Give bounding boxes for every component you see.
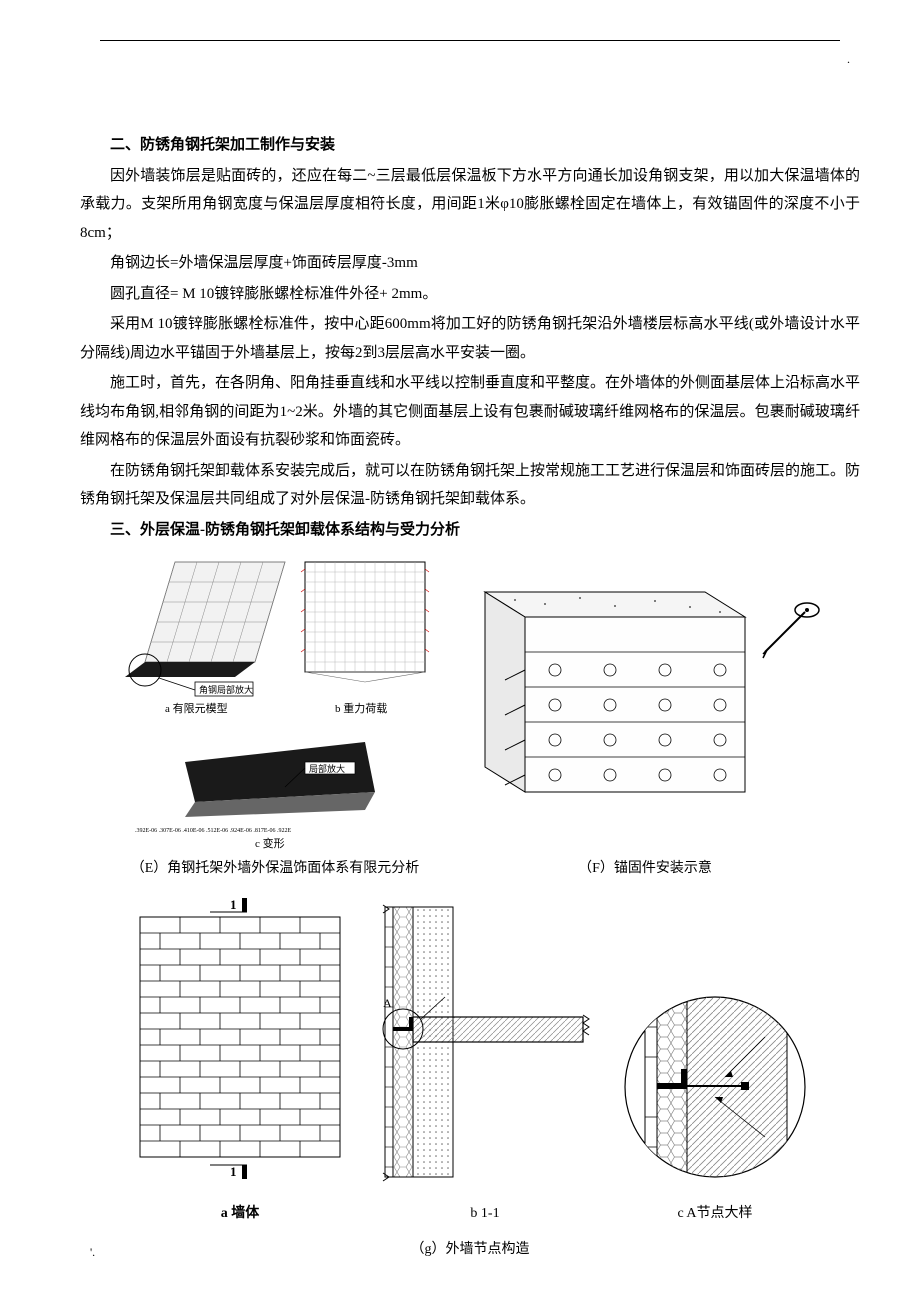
svg-text:1: 1 bbox=[230, 897, 237, 912]
figure-G-b: A b 1-1 bbox=[375, 897, 595, 1228]
anchor-install-svg bbox=[465, 552, 825, 852]
deform-ticks: .392E-06 .307E-06 .410E-06 .512E-06 .924… bbox=[135, 828, 291, 834]
para-1: 因外墙装饰层是贴面砖的，还应在每二~三层最低层保温板下方水平方向通长加设角钢支架… bbox=[80, 162, 860, 248]
figure-G-c: c A节点大样 bbox=[615, 977, 815, 1228]
wall-detail-svg bbox=[615, 977, 815, 1197]
figure-E: 角钢局部放大 a 有限元模型 bbox=[115, 552, 435, 883]
heading-section-2: 二、防锈角钢托架加工制作与安装 bbox=[80, 131, 860, 160]
caption-G-a: a 墙体 bbox=[125, 1201, 355, 1228]
para-5: 施工时，首先，在各阴角、阳角挂垂直线和水平线以控制垂直度和平整度。在外墙体的外侧… bbox=[80, 369, 860, 455]
figure-row-g: 1 bbox=[80, 897, 860, 1228]
caption-G-c: c A节点大样 bbox=[615, 1201, 815, 1228]
fe-b-label: b 重力荷载 bbox=[335, 701, 387, 715]
corner-dot-left: '. bbox=[90, 1241, 95, 1264]
corner-dot-right: . bbox=[847, 48, 850, 71]
figure-G-a: 1 bbox=[125, 897, 355, 1228]
fe-a-label: a 有限元模型 bbox=[165, 701, 228, 715]
figure-F: （F）锚固件安装示意 bbox=[465, 552, 825, 883]
page-top-rule bbox=[100, 40, 840, 41]
caption-E: （E）角钢托架外墙外保温饰面体系有限元分析 bbox=[115, 856, 435, 883]
detail-A-label: A bbox=[383, 996, 392, 1010]
caption-G: （g）外墙节点构造 bbox=[80, 1237, 860, 1264]
heading-section-3: 三、外层保温-防锈角钢托架卸载体系结构与受力分析 bbox=[80, 516, 860, 545]
fe-c-label: c 变形 bbox=[255, 836, 285, 850]
fe-local-label: 局部放大 bbox=[309, 763, 345, 774]
figures-container: 角钢局部放大 a 有限元模型 bbox=[80, 552, 860, 1264]
wall-elevation-svg: 1 bbox=[125, 897, 355, 1197]
caption-F: （F）锚固件安装示意 bbox=[465, 856, 825, 883]
para-2: 角钢边长=外墙保温层厚度+饰面砖层厚度-3mm bbox=[80, 249, 860, 278]
para-3: 圆孔直径= M 10镀锌膨胀螺栓标准件外径+ 2mm。 bbox=[80, 280, 860, 309]
fe-corner-label: 角钢局部放大 bbox=[199, 684, 253, 695]
figure-row-ef: 角钢局部放大 a 有限元模型 bbox=[80, 552, 860, 883]
svg-text:1: 1 bbox=[230, 1164, 237, 1179]
fe-analysis-svg: 角钢局部放大 a 有限元模型 bbox=[115, 552, 435, 852]
wall-section-svg: A bbox=[375, 897, 595, 1197]
caption-G-b: b 1-1 bbox=[375, 1201, 595, 1228]
para-6: 在防锈角钢托架卸载体系安装完成后，就可以在防锈角钢托架上按常规施工工艺进行保温层… bbox=[80, 457, 860, 514]
para-4: 采用M 10镀锌膨胀螺栓标准件，按中心距600mm将加工好的防锈角钢托架沿外墙楼… bbox=[80, 310, 860, 367]
